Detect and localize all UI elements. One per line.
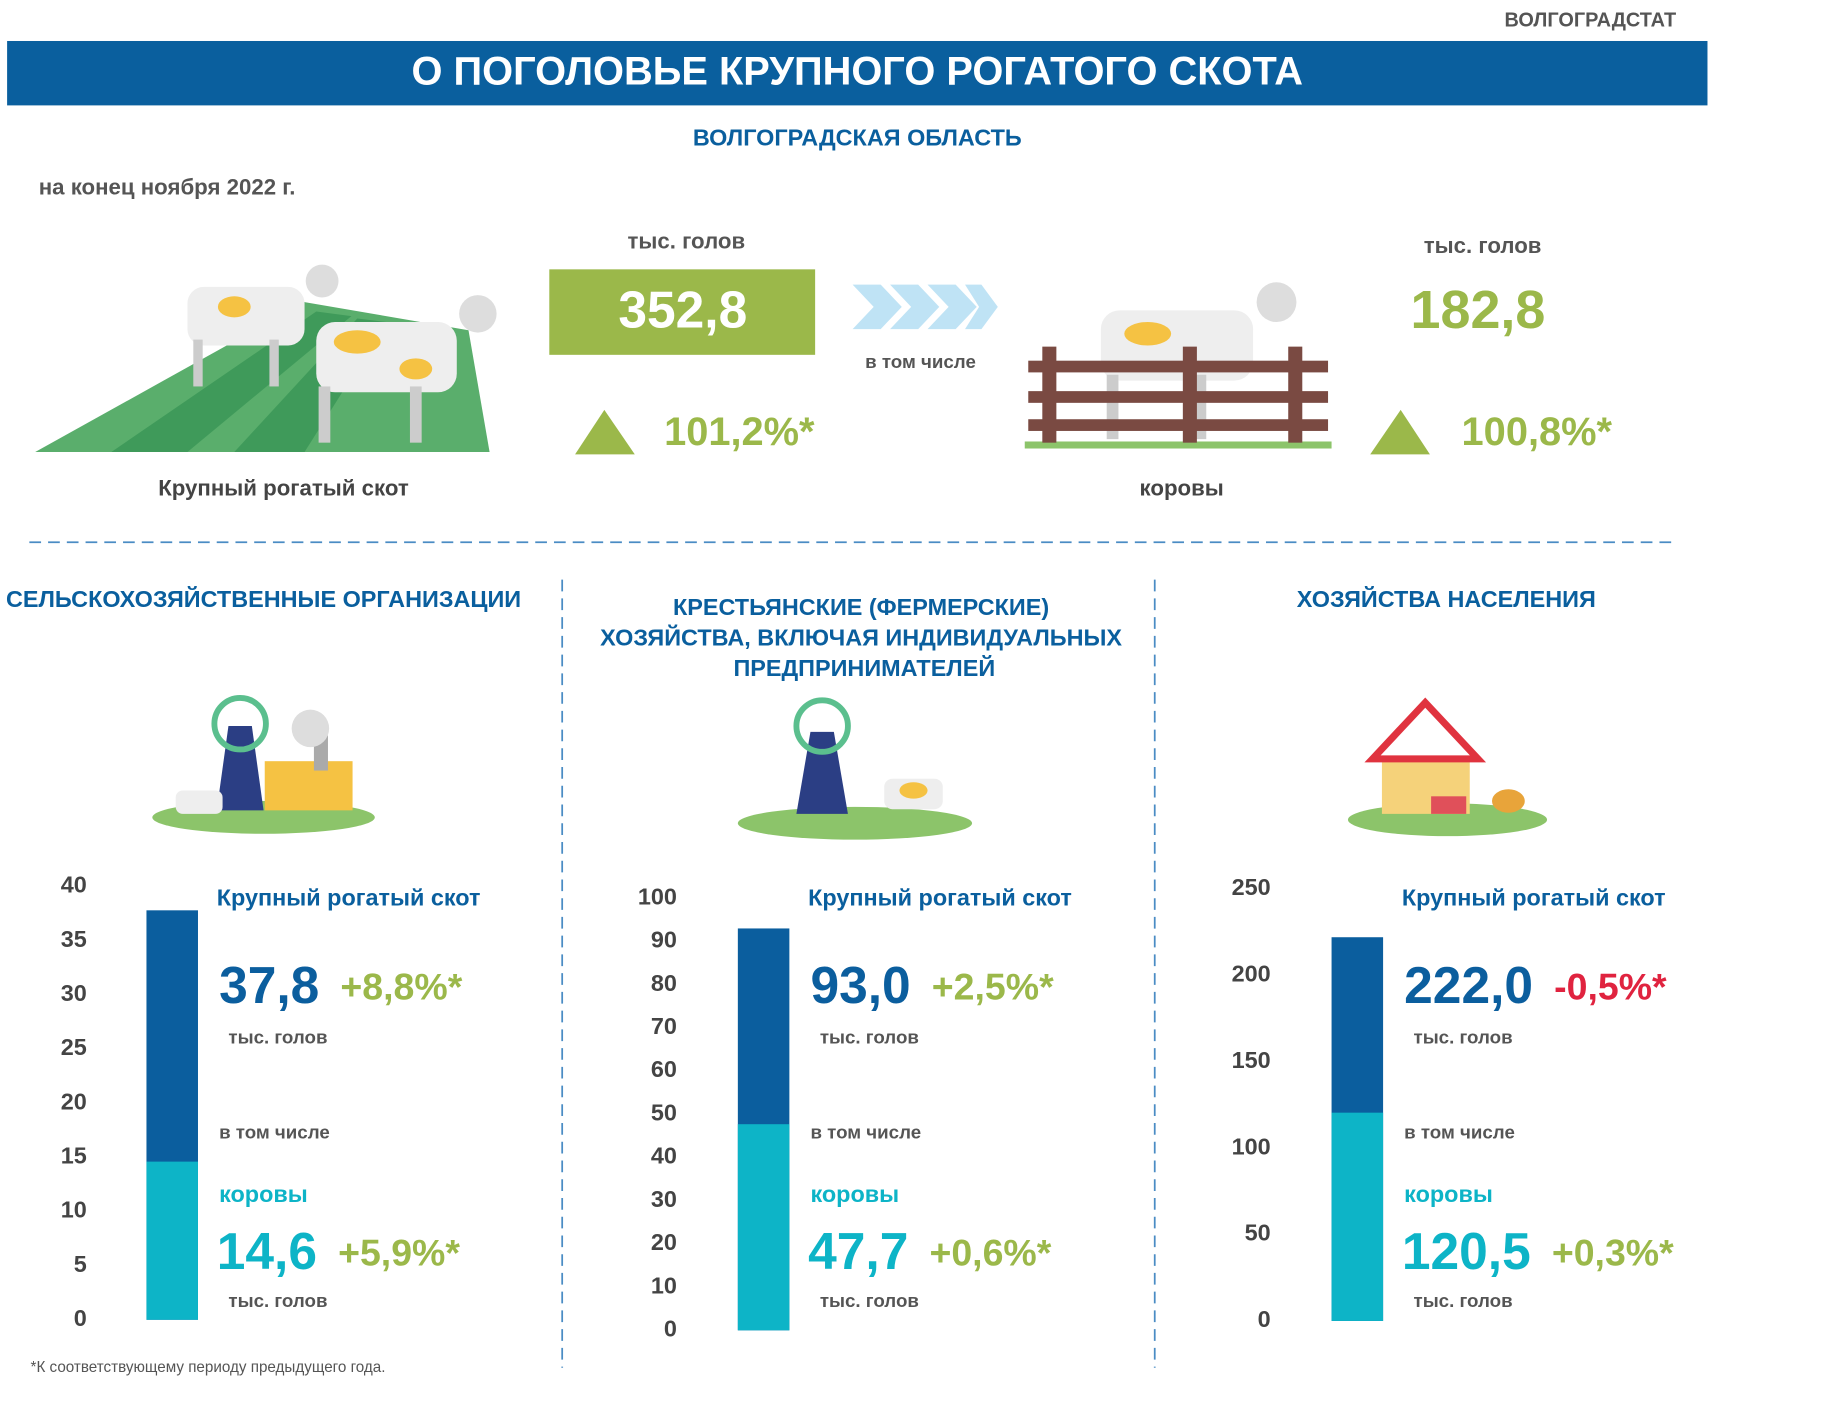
y-tick-label: 200: [1232, 960, 1271, 986]
title: О ПОГОЛОВЬЕ КРУПНОГО РОГАТОГО СКОТА: [412, 49, 1303, 93]
cows-unit: тыс. голов: [1424, 233, 1542, 258]
legend-total: Крупный рогатый скот: [217, 885, 481, 911]
value-label: 93,0: [810, 956, 910, 1014]
y-tick-label: 10: [61, 1197, 87, 1223]
y-tick-label: 0: [74, 1305, 87, 1331]
y-tick-label: 50: [651, 1099, 677, 1125]
y-tick-label: 250: [1232, 874, 1271, 900]
y-tick-label: 40: [61, 872, 87, 898]
up-arrow: [575, 409, 635, 455]
y-tick-label: 30: [651, 1186, 677, 1212]
bar: [737, 1124, 790, 1331]
footnote: *К соответствующему периоду предыдущего …: [31, 1359, 386, 1376]
change-label: +8,8%*: [340, 965, 462, 1007]
chart-title: СЕЛЬСКОХОЗЯЙСТВЕННЫЕ ОРГАНИЗАЦИИ: [6, 585, 521, 612]
including: в том числе: [810, 1122, 921, 1143]
chevrons: [852, 284, 998, 330]
y-tick-label: 0: [1258, 1306, 1271, 1332]
y-tick-label: 80: [651, 970, 677, 996]
y-tick-label: 0: [664, 1316, 677, 1342]
change-label: +2,5%*: [932, 965, 1054, 1007]
y-tick-label: 50: [1245, 1220, 1271, 1246]
value-label: 14,6: [217, 1222, 317, 1280]
cows-value: 182,8: [1411, 280, 1546, 340]
bar: [1331, 1112, 1384, 1321]
y-tick-label: 35: [61, 926, 87, 952]
total-box: [549, 269, 816, 355]
bar: [146, 1161, 198, 1320]
y-tick-label: 90: [651, 927, 677, 953]
total-change: 101,2%*: [664, 410, 815, 454]
y-tick-label: 25: [61, 1034, 87, 1060]
cows-label: коровы: [1140, 475, 1224, 500]
value-label: 120,5: [1402, 1222, 1531, 1280]
value-label: 37,8: [219, 956, 319, 1014]
cattle-illustration: [35, 264, 497, 453]
unit: тыс. голов: [820, 1027, 919, 1048]
unit: тыс. голов: [228, 1290, 327, 1311]
y-tick-label: 100: [638, 883, 677, 909]
including: в том числе: [865, 351, 976, 372]
unit: тыс. голов: [820, 1290, 919, 1311]
y-tick-label: 10: [651, 1272, 677, 1298]
total-value: 352,8: [618, 280, 747, 338]
unit: тыс. голов: [1414, 1290, 1513, 1311]
chart-title: КРЕСТЬЯНСКИЕ (ФЕРМЕРСКИЕ) ХОЗЯЙСТВА, ВКЛ…: [600, 594, 1128, 681]
agency: ВОЛГОГРАДСТАТ: [1505, 9, 1677, 31]
y-tick-label: 5: [74, 1251, 87, 1277]
region: ВОЛГОГРАДСКАЯ ОБЛАСТЬ: [693, 125, 1022, 151]
y-tick-label: 30: [61, 980, 87, 1006]
cows-change: 100,8%*: [1462, 410, 1613, 454]
farm-illustration: [152, 695, 1548, 840]
up-arrow: [1370, 409, 1430, 455]
cow-fence-illustration: [1024, 282, 1332, 449]
legend-cows: коровы: [810, 1181, 899, 1207]
including: в том числе: [219, 1122, 330, 1143]
change-label: +0,3%*: [1552, 1231, 1674, 1273]
change-label: +0,6%*: [929, 1231, 1051, 1273]
legend-cows: коровы: [1404, 1181, 1493, 1207]
including: в том числе: [1404, 1122, 1515, 1143]
total-unit: тыс. голов: [627, 228, 745, 253]
value-label: 47,7: [808, 1222, 908, 1280]
y-tick-label: 150: [1232, 1047, 1271, 1073]
y-tick-label: 40: [651, 1143, 677, 1169]
total-label: Крупный рогатый скот: [158, 475, 409, 500]
change-label: +5,9%*: [338, 1231, 460, 1273]
unit: тыс. голов: [228, 1027, 327, 1048]
y-tick-label: 100: [1232, 1133, 1271, 1159]
value-label: 222,0: [1404, 956, 1533, 1014]
y-tick-label: 60: [651, 1056, 677, 1082]
chart-title: ХОЗЯЙСТВА НАСЕЛЕНИЯ: [1297, 585, 1596, 612]
y-tick-label: 20: [651, 1229, 677, 1255]
unit: тыс. голов: [1414, 1027, 1513, 1048]
y-tick-label: 70: [651, 1013, 677, 1039]
y-tick-label: 15: [61, 1142, 87, 1168]
legend-total: Крупный рогатый скот: [1402, 885, 1666, 911]
change-label: -0,5%*: [1554, 965, 1667, 1007]
date: на конец ноября 2022 г.: [39, 174, 296, 199]
legend-cows: коровы: [219, 1181, 308, 1207]
title-banner: [7, 40, 1708, 106]
legend-total: Крупный рогатый скот: [808, 885, 1072, 911]
y-tick-label: 20: [61, 1088, 87, 1114]
